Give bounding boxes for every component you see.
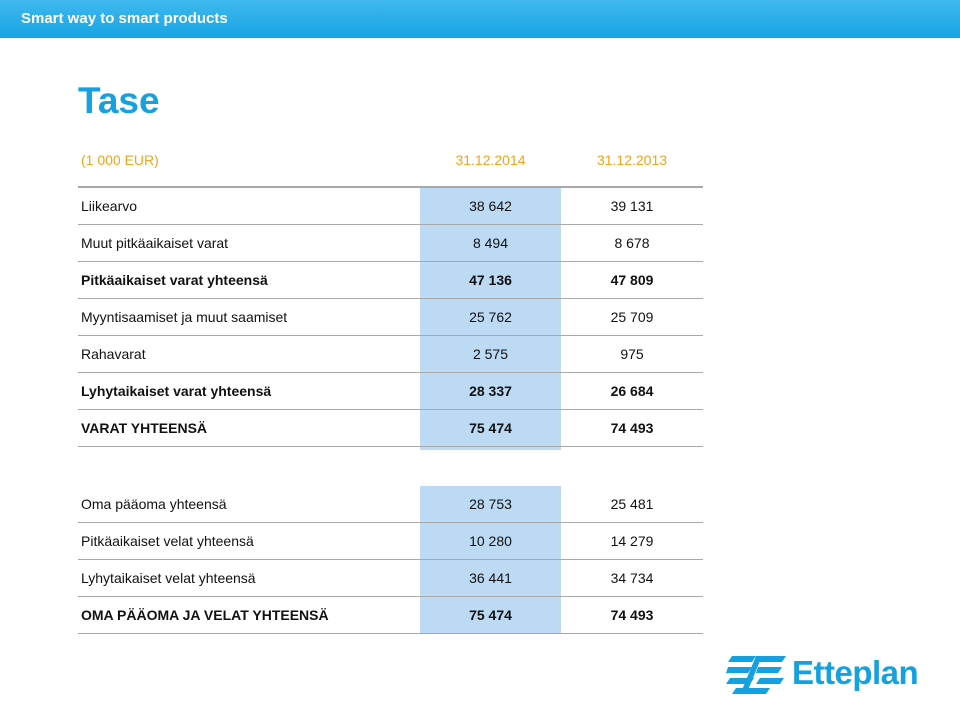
table-row: Pitkäaikaiset varat yhteensä 47 136 47 809 bbox=[78, 262, 703, 299]
row-label: Rahavarat bbox=[81, 346, 146, 362]
column-header-2014: 31.12.2014 bbox=[455, 152, 526, 168]
value-2014: 28 337 bbox=[469, 383, 512, 399]
row-label: OMA PÄÄOMA JA VELAT YHTEENSÄ bbox=[81, 607, 329, 623]
value-2014: 75 474 bbox=[469, 607, 512, 623]
value-2013: 14 279 bbox=[610, 533, 654, 549]
value-2013: 8 678 bbox=[614, 235, 650, 251]
page-title: Tase bbox=[78, 80, 160, 121]
value-2013: 25 481 bbox=[610, 496, 654, 512]
tagline: Smart way to smart products bbox=[21, 10, 228, 27]
table-row: Oma pääoma yhteensä 28 753 25 481 bbox=[78, 486, 703, 523]
value-2013: 26 684 bbox=[610, 383, 654, 399]
table-row: Lyhytaikaiset varat yhteensä 28 337 26 684 bbox=[78, 373, 703, 410]
row-label: Oma pääoma yhteensä bbox=[81, 496, 227, 512]
value-2013: 39 131 bbox=[610, 198, 654, 214]
value-2013: 74 493 bbox=[610, 607, 654, 623]
row-label: Lyhytaikaiset varat yhteensä bbox=[81, 383, 272, 399]
value-2014: 75 474 bbox=[469, 420, 512, 436]
value-2014: 2 575 bbox=[472, 346, 509, 362]
table-row: Liikearvo 38 642 39 131 bbox=[78, 188, 703, 225]
highlight-column-assets bbox=[420, 188, 561, 450]
value-2014: 25 762 bbox=[469, 309, 512, 325]
logo-text: Etteplan bbox=[792, 654, 919, 691]
etteplan-mark-icon bbox=[726, 656, 786, 694]
value-2013: 74 493 bbox=[610, 420, 654, 436]
row-label: Pitkäaikaiset velat yhteensä bbox=[81, 533, 254, 549]
value-2013: 47 809 bbox=[610, 272, 654, 288]
row-label: Myyntisaamiset ja muut saamiset bbox=[81, 309, 288, 325]
value-2013: 25 709 bbox=[610, 309, 654, 325]
value-2014: 38 642 bbox=[469, 198, 512, 214]
value-2014: 8 494 bbox=[472, 235, 509, 251]
value-2014: 36 441 bbox=[469, 570, 512, 586]
table-row: VARAT YHTEENSÄ 75 474 74 493 bbox=[78, 410, 703, 447]
value-2014: 10 280 bbox=[469, 533, 512, 549]
row-label: Lyhytaikaiset velat yhteensä bbox=[81, 570, 256, 586]
row-label: VARAT YHTEENSÄ bbox=[81, 420, 208, 436]
row-label: Muut pitkäaikaiset varat bbox=[81, 235, 229, 251]
value-2013: 34 734 bbox=[610, 570, 654, 586]
value-2013: 975 bbox=[620, 346, 644, 362]
table-row: Myyntisaamiset ja muut saamiset 25 762 25 … bbox=[78, 299, 703, 336]
unit-label: (1 000 EUR) bbox=[81, 152, 159, 168]
value-2014: 28 753 bbox=[469, 496, 512, 512]
table-row: OMA PÄÄOMA JA VELAT YHTEENSÄ 75 474 74 493 bbox=[78, 597, 703, 634]
value-2014: 47 136 bbox=[469, 272, 512, 288]
row-label: Pitkäaikaiset varat yhteensä bbox=[81, 272, 268, 288]
row-label: Liikearvo bbox=[81, 198, 138, 214]
column-header-2013: 31.12.2013 bbox=[596, 152, 668, 168]
table-row: Pitkäaikaiset velat yhteensä 10 280 14 279 bbox=[78, 523, 703, 560]
table-row: Muut pitkäaikaiset varat 8 494 8 678 bbox=[78, 225, 703, 262]
etteplan-logo: Etteplan bbox=[726, 650, 936, 696]
table-header: (1 000 EUR) 31.12.2014 31.12.2013 bbox=[78, 150, 703, 188]
table-row: Lyhytaikaiset velat yhteensä 36 441 34 734 bbox=[78, 560, 703, 597]
table-row: Rahavarat 2 575 975 bbox=[78, 336, 703, 373]
top-banner: Smart way to smart products bbox=[0, 0, 960, 38]
